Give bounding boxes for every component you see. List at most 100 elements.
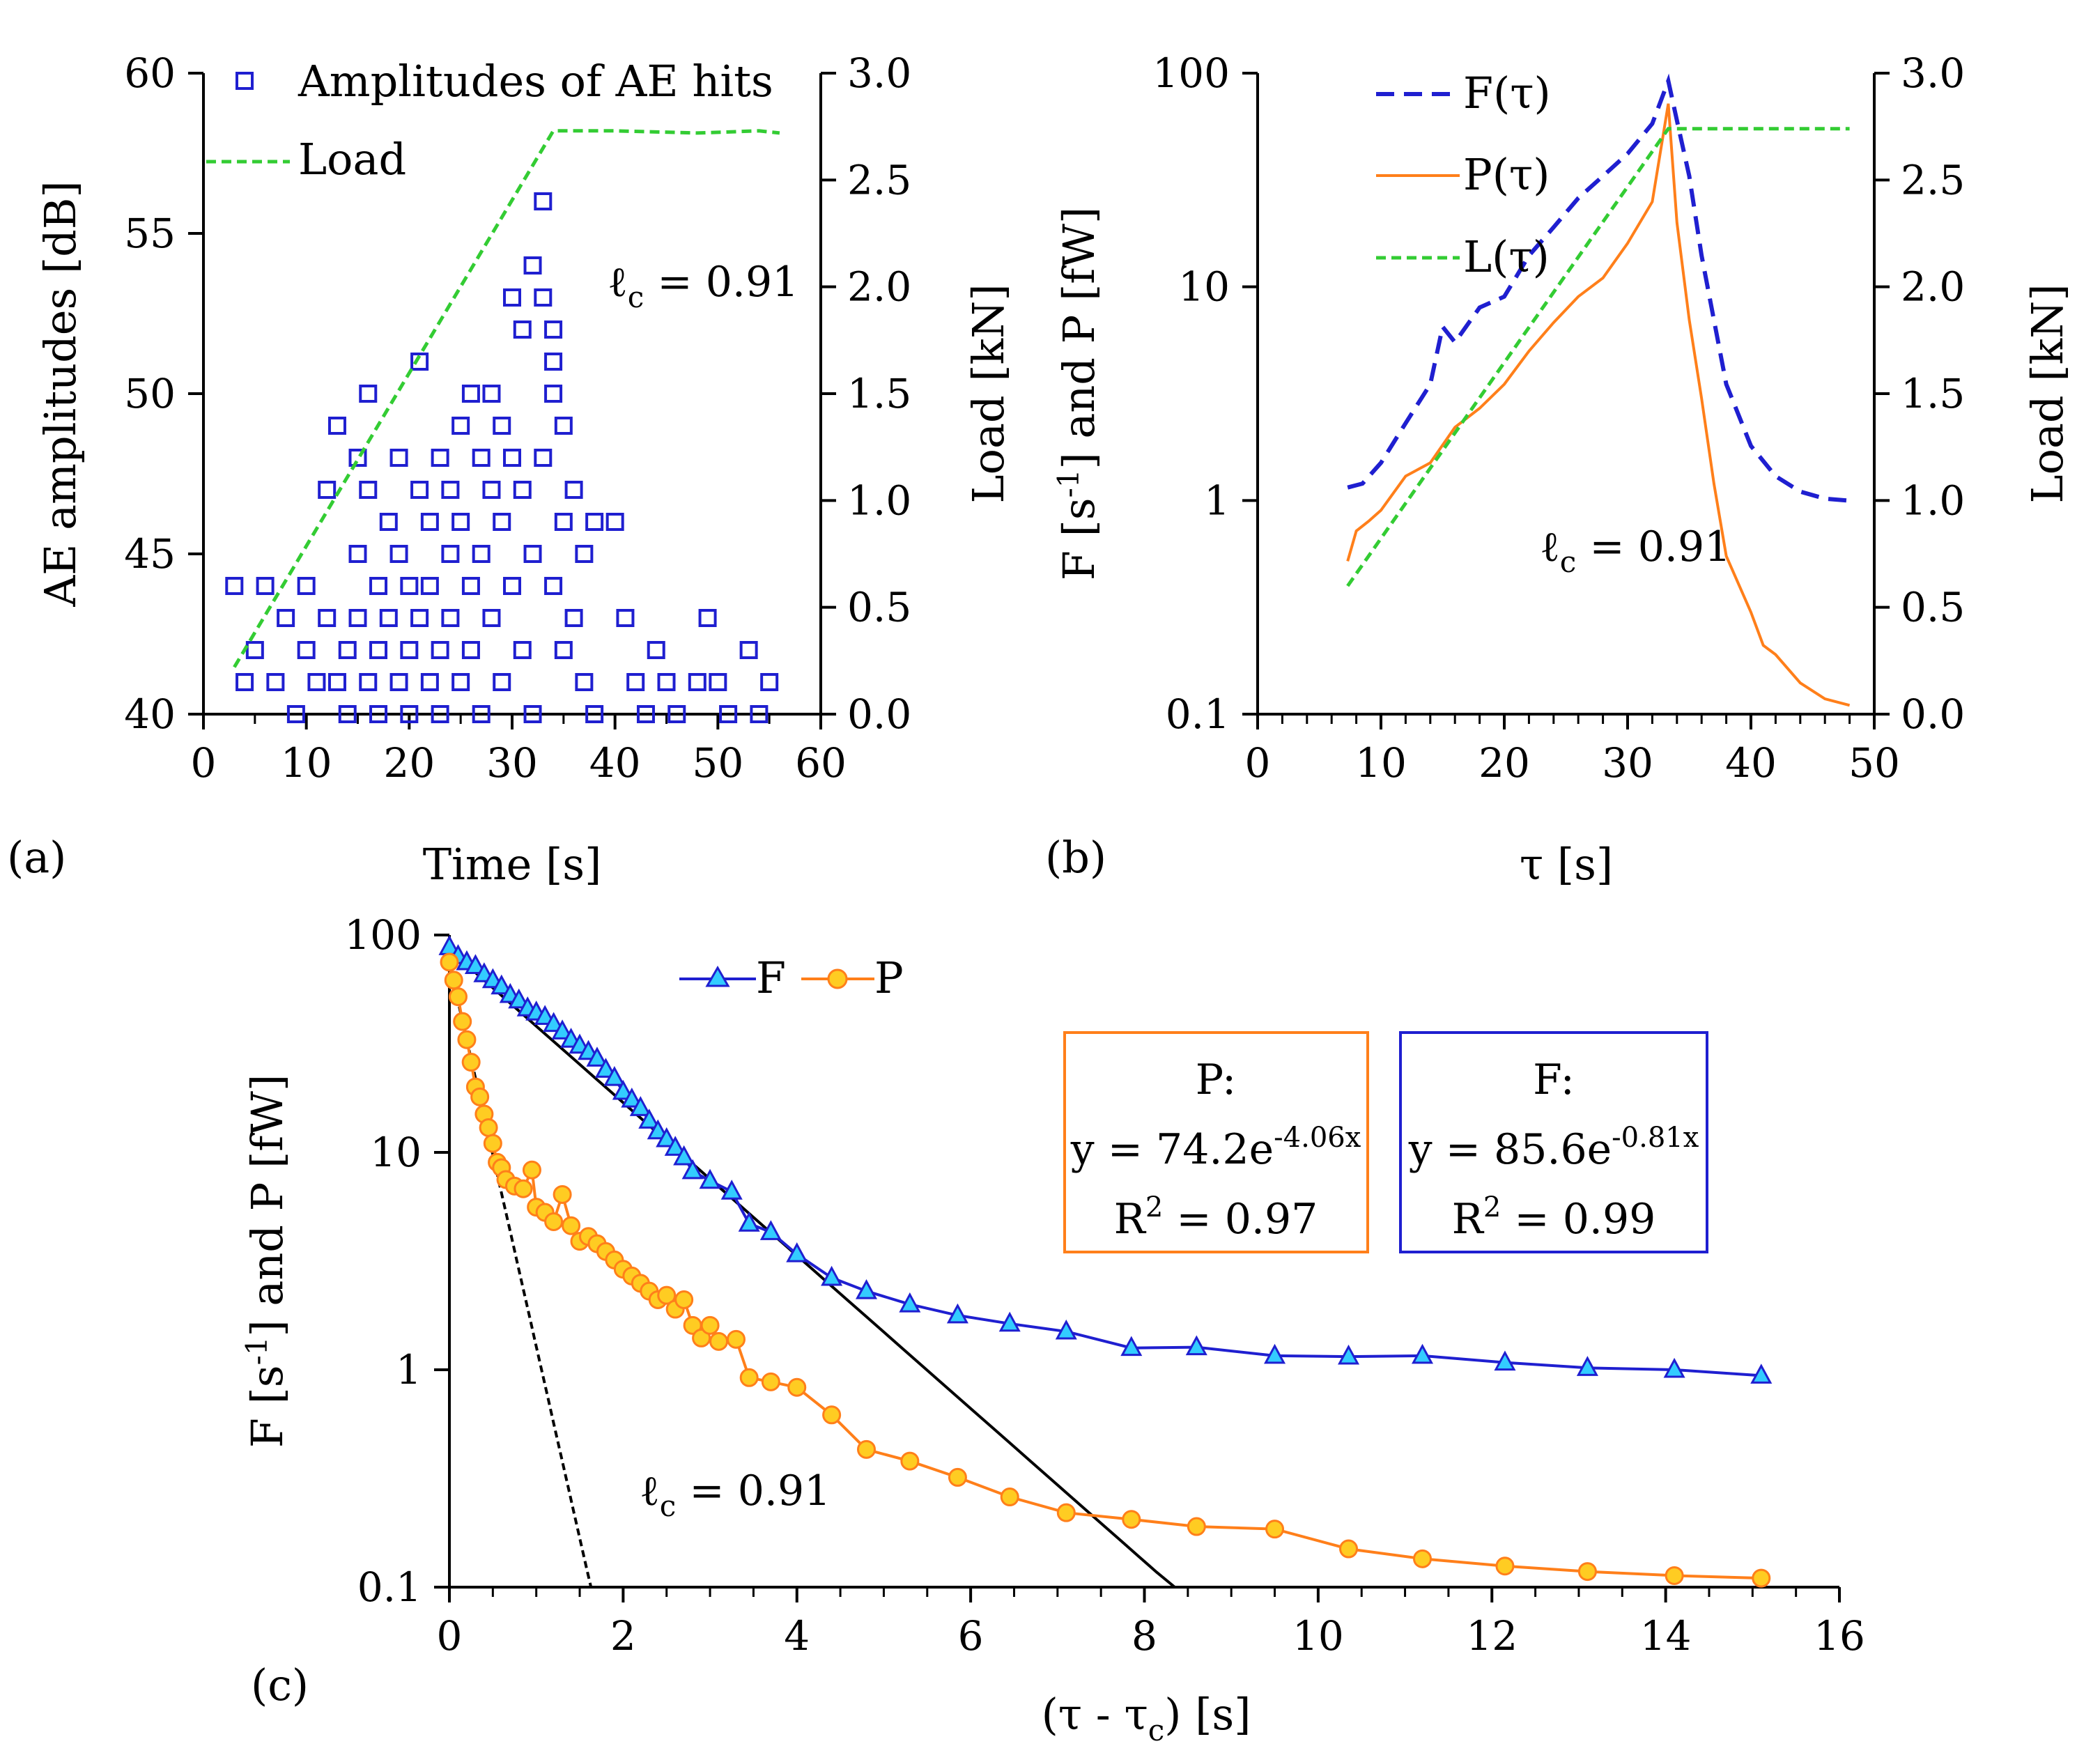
panel-b-ytick-label: 100 (1152, 49, 1230, 97)
ae-hit-point (256, 577, 275, 595)
ae-hit-point (564, 481, 583, 499)
p-point (739, 1368, 759, 1387)
ae-hit-point (575, 545, 594, 563)
ae-hit-point (441, 609, 460, 627)
ae-hit-point (513, 320, 532, 339)
ae-hit-point (400, 577, 419, 595)
ae-hit-point (420, 577, 439, 595)
f-point (786, 1242, 808, 1262)
p-point (1000, 1488, 1019, 1507)
ae-hit-point (369, 705, 388, 723)
p-point (1577, 1562, 1597, 1582)
panel-b-annotation: ℓc = 0.91 (1540, 523, 1731, 579)
panel-c-ytick-label: 10 (370, 1129, 422, 1176)
ae-hit-point (616, 609, 635, 627)
f-point (1750, 1363, 1773, 1384)
ae-hit-point (441, 481, 460, 499)
f-point (1494, 1350, 1516, 1371)
f-point (656, 1127, 678, 1148)
f-point (1337, 1344, 1360, 1365)
ae-hit-point (554, 641, 573, 659)
p-point (461, 1053, 481, 1072)
ae-hit-point (544, 385, 563, 403)
panel-a-y2tick-label: 2.5 (847, 156, 911, 203)
ae-hit-point (554, 513, 573, 531)
panel-a-xtick-label: 50 (692, 739, 743, 787)
legend-marker-amplitudes (236, 72, 254, 90)
panel-b-xtick-label: 30 (1602, 739, 1653, 787)
panel-a-ytick-label: 45 (124, 530, 176, 578)
f-point (638, 1108, 661, 1129)
ae-hit-point (359, 385, 378, 403)
p-point (444, 971, 463, 990)
ae-hit-point (441, 545, 460, 563)
ae-hit-point (420, 513, 439, 531)
ae-hit-point (472, 705, 491, 723)
panel-b-y2tick-label: 3.0 (1901, 49, 1965, 97)
f-point (673, 1145, 695, 1166)
ae-hit-point (225, 577, 244, 595)
ae-hit-point (523, 256, 542, 275)
ae-hit-point (379, 513, 398, 531)
ae-hit-point (534, 449, 553, 467)
panel-c-ytick-label: 100 (344, 911, 422, 959)
panel-c-xtick-label: 10 (1292, 1612, 1344, 1660)
f-point (699, 1168, 721, 1189)
ae-hit-point (400, 705, 419, 723)
panel-c-xtick-label: 4 (784, 1612, 810, 1660)
ae-hit-point (369, 641, 388, 659)
legend-label-load: Load (298, 134, 406, 185)
ae-hit-point (647, 641, 665, 659)
panel-c-xtick-label: 2 (610, 1612, 636, 1660)
p-point (1752, 1568, 1771, 1588)
ae-hit-point (564, 609, 583, 627)
ae-hit-point (389, 449, 408, 467)
p-point (822, 1405, 842, 1425)
p-point (1665, 1566, 1684, 1585)
f-point (681, 1159, 704, 1180)
panel-a-xtick-label: 30 (486, 739, 538, 787)
f-point (720, 1180, 743, 1200)
panel-b-y2tick-label: 2.5 (1901, 156, 1965, 203)
panel-c-xtick-label: 6 (958, 1612, 984, 1660)
panel-c-annotation: ℓc = 0.91 (640, 1467, 831, 1523)
ae-hit-point (554, 417, 573, 435)
ae-hit-point (410, 609, 429, 627)
ae-hit-point (389, 545, 408, 563)
panel-b-xtick-label: 20 (1479, 739, 1530, 787)
panel-b-xlabel: τ [s] (1520, 839, 1613, 890)
panel-c-xtick-label: 0 (437, 1612, 463, 1660)
panel-b-y2tick-label: 2.0 (1901, 263, 1965, 311)
fit-box-f-title: F: (1533, 1056, 1575, 1104)
fit-box-f: F: y = 85.6e-0.81x R2 = 0.99 (1399, 1031, 1708, 1253)
ae-hit-point (245, 641, 264, 659)
ae-hit-point (451, 513, 470, 531)
ae-hit-point (461, 385, 480, 403)
f-point (594, 1058, 617, 1078)
sup-minus-one: -1 (1051, 470, 1086, 498)
fit-box-p-r2: R2 = 0.97 (1114, 1191, 1318, 1244)
panel-c-xtick-label: 16 (1814, 1612, 1865, 1660)
ae-hit-point (379, 609, 398, 627)
panel-c-xtick-label: 8 (1132, 1612, 1157, 1660)
p-point (1122, 1510, 1141, 1529)
panel-a-ticks: 0 10 20 30 40 50 6040455055600.00.51.01.52.02.… (124, 49, 911, 787)
panel-b-xtick-label: 10 (1355, 739, 1407, 787)
ae-hit-point (461, 641, 480, 659)
panel-b-y2tick-label: 0.0 (1901, 690, 1965, 738)
panel-a-xtick-label: 40 (589, 739, 641, 787)
f-point (738, 1212, 760, 1232)
ae-hit-point (348, 609, 367, 627)
ae-hit-point (266, 673, 285, 691)
p-point (657, 1285, 677, 1305)
f-tau-line (1347, 73, 1848, 503)
ae-hit-point (544, 320, 563, 339)
p-point (1339, 1539, 1359, 1559)
ae-hit-point (534, 192, 553, 210)
panel-a-xtick-label: 0 (191, 739, 217, 787)
panel-a-xtick-label: 10 (281, 739, 332, 787)
ae-hit-point (575, 673, 594, 691)
ae-hit-point (389, 673, 408, 691)
ae-hit-point (493, 417, 511, 435)
panel-b-ytick-label: 1 (1204, 477, 1230, 524)
